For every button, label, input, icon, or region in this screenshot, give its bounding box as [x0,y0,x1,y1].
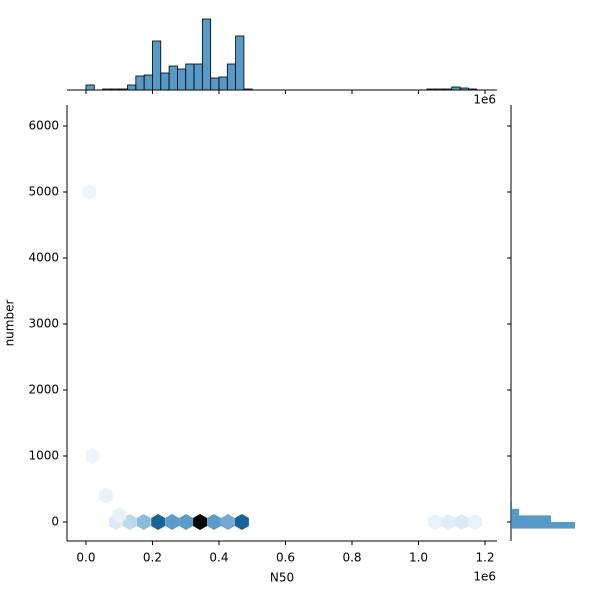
right-hist-bar [511,502,512,509]
x-tick-label: 0.8 [342,551,361,565]
top-hist-bar [235,35,245,91]
right-hist-bar [511,508,519,516]
hex-cell [193,514,207,530]
hex-cell [122,514,137,530]
top-hist-bar [135,75,145,91]
x-offset-label: 1e6 [473,570,496,584]
hex-cell [112,507,127,524]
top-hist-bar [85,84,95,91]
top-hist-bar [110,88,120,91]
hex-cell [428,514,443,530]
top-hist-bar [243,88,253,91]
top-hist-bar [177,68,187,91]
top-hist-bar [443,88,453,91]
hex-cell [454,514,469,530]
x-tick-label: 0.0 [76,551,95,565]
right-hist-bar [511,515,551,522]
hex-cell [165,514,179,530]
hex-cell [235,514,249,530]
right-hist-bar [511,521,575,529]
hex-cell [85,448,100,464]
top-hist-bar [143,74,153,91]
top-hist-bar [434,88,444,91]
hex-cell [179,514,193,530]
x-tick-label: 0.2 [143,551,162,565]
y-tick-label: 4000 [28,250,59,264]
y-tick-label: 5000 [28,184,59,198]
top-hist-bar [127,84,137,91]
y-tick-label: 0 [51,514,59,528]
y-tick-label: 2000 [28,382,59,396]
x-tick-label: 0.4 [209,551,228,565]
x-tick-label: 0.6 [276,551,295,565]
x-axis-label: N50 [270,571,294,585]
hex-cell [151,514,165,530]
hex-cell [82,184,97,200]
top-hist-bar [185,63,195,91]
hex-cell [468,514,482,530]
top-hist-bar [426,88,436,91]
x-tick-label: 1.2 [475,551,494,565]
top-hist-bar [451,86,461,91]
y-axis-label: number [3,300,17,347]
top-hist-bar [102,88,112,91]
top-hist-bar [193,63,203,91]
top-hist-bar [118,88,128,91]
top-hist-bar [160,72,170,91]
hex-cell [207,514,221,530]
y-tick-label: 6000 [28,118,59,132]
top-hist-bar [152,40,162,91]
top-hist-bar [467,88,478,91]
top-hist-bar [201,18,212,91]
top-hist-bar [218,76,228,91]
hex-cell [136,514,151,530]
top-hist-bar [210,77,220,91]
y-tick-label: 1000 [28,448,59,462]
top-hist-bar [459,87,469,91]
hex-cell [221,514,235,530]
hex-cell [441,514,456,530]
top-hist-bar [168,65,178,91]
x-tick-label: 1.0 [409,551,428,565]
hex-cell [99,487,113,504]
top-offset-label: 1e6 [473,93,496,107]
top-hist-bar [226,63,237,91]
y-tick-label: 3000 [28,316,59,330]
